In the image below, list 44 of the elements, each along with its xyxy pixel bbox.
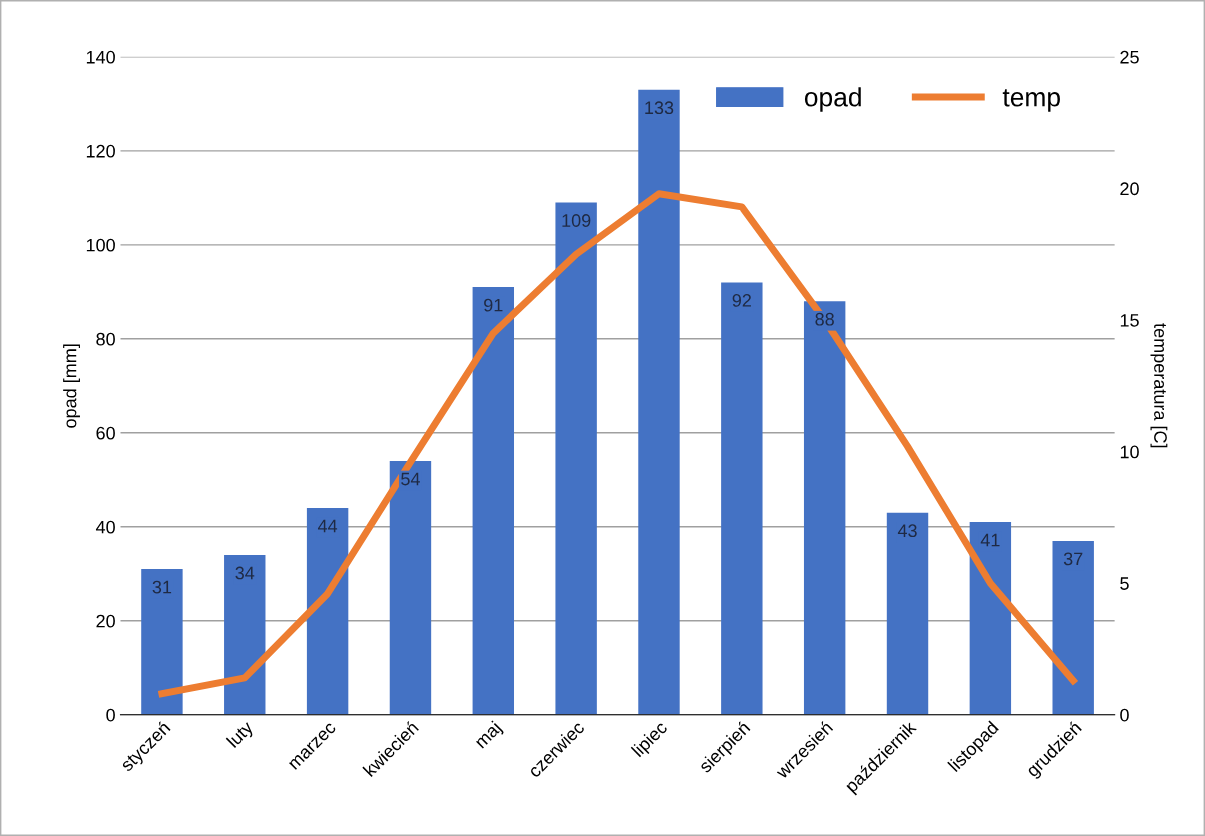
- data-label: 133: [645, 101, 674, 115]
- y2-tick-label: 15: [1120, 314, 1139, 327]
- data-label: 34: [235, 566, 255, 580]
- data-label: 91: [484, 298, 503, 312]
- data-label: 41: [980, 533, 1000, 547]
- data-label: 88: [815, 312, 834, 326]
- x-tick-label: luty: [225, 719, 257, 751]
- bar: [555, 202, 597, 715]
- y-tick-label: 100: [86, 238, 115, 252]
- data-label: 37: [1063, 552, 1083, 566]
- data-label: 31: [152, 580, 172, 594]
- y2-tick-label: 25: [1120, 50, 1139, 64]
- bar: [306, 508, 349, 715]
- bar: [886, 512, 929, 715]
- y-tick-label: 20: [96, 614, 115, 628]
- data-label: 44: [317, 519, 338, 533]
- y-tick-label: 40: [95, 520, 115, 534]
- data-label: 54: [401, 472, 420, 486]
- legend-label: opad: [804, 87, 861, 112]
- data-label: 43: [897, 524, 917, 538]
- bar: [141, 569, 183, 715]
- y2-axis-title: temperatura [C]: [1150, 323, 1168, 448]
- y-axis-title: opad [mm]: [63, 344, 80, 428]
- bar: [389, 461, 432, 715]
- bar: [638, 89, 680, 715]
- bar: [472, 287, 515, 715]
- bar: [803, 301, 846, 715]
- y2-tick-label: 0: [1120, 708, 1129, 722]
- y-tick-label: 120: [86, 144, 115, 158]
- bar: [721, 282, 763, 715]
- y-tick-label: 60: [96, 426, 115, 440]
- y2-tick-label: 10: [1120, 445, 1139, 459]
- data-label: 92: [732, 294, 751, 307]
- data-label: 109: [562, 214, 591, 227]
- x-tick-label: maj: [473, 720, 505, 752]
- y-tick-label: 0: [106, 708, 115, 722]
- bar: [969, 522, 1012, 715]
- y-tick-label: 140: [86, 50, 115, 64]
- bar: [1052, 540, 1094, 715]
- bar: [224, 555, 266, 715]
- y2-tick-label: 20: [1120, 182, 1139, 196]
- y-tick-label: 80: [96, 332, 115, 346]
- y2-tick-label: 5: [1120, 577, 1129, 590]
- legend-label: temp: [1002, 89, 1060, 112]
